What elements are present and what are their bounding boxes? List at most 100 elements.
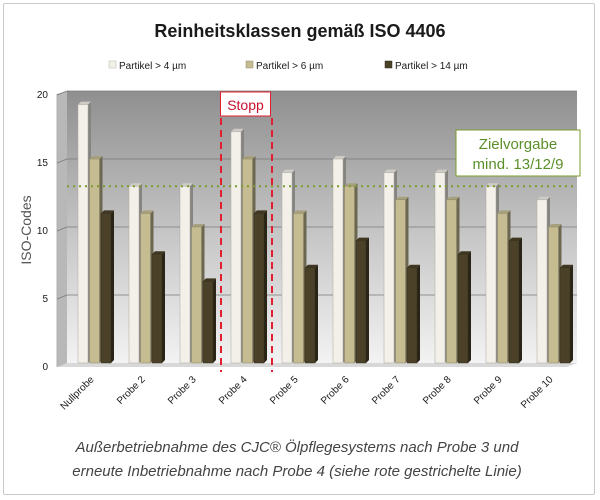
bar-side bbox=[264, 210, 267, 363]
stop-label-box bbox=[220, 91, 271, 117]
bar bbox=[406, 267, 418, 364]
category-label: Nullprobe bbox=[59, 374, 97, 412]
bar bbox=[508, 240, 520, 364]
bar-top bbox=[537, 196, 550, 200]
category-label: Probe 5 bbox=[268, 374, 301, 407]
caption-line-1: Außerbetriebnahme des CJC® Ölpflegesyste… bbox=[75, 438, 520, 456]
bar-top bbox=[231, 128, 244, 132]
annotations: Stopp Zielvorgabe mind. 13/12/9 bbox=[67, 91, 581, 372]
y-tick-label: 5 bbox=[42, 294, 48, 305]
caption-line-2: erneute Inbetriebnahme nach Probe 4 (sie… bbox=[72, 463, 521, 480]
legend-label: Partikel > 4 µm bbox=[119, 61, 186, 72]
category-labels: Nullprobe Probe 2 Probe 3 Probe 4 Probe 5 Pro… bbox=[59, 374, 556, 412]
bar-top bbox=[282, 169, 295, 173]
bar bbox=[281, 172, 293, 364]
target-label-line-2: mind. 13/12/9 bbox=[473, 156, 564, 173]
bar bbox=[434, 172, 446, 364]
bar-top bbox=[486, 183, 499, 187]
bar-top bbox=[242, 156, 256, 159]
target-label-line-1: Zielvorgabe bbox=[479, 136, 557, 153]
bar bbox=[89, 158, 100, 364]
bar bbox=[446, 199, 457, 364]
bar-top bbox=[497, 210, 511, 214]
bar bbox=[128, 185, 140, 364]
bar-top bbox=[435, 169, 448, 173]
bar bbox=[559, 267, 571, 364]
legend-swatch bbox=[108, 60, 117, 69]
bar-top bbox=[560, 264, 573, 268]
bar bbox=[179, 185, 191, 364]
legend-label: Partikel > 6 µm bbox=[256, 61, 323, 72]
bar-side bbox=[213, 278, 216, 363]
bar bbox=[355, 240, 367, 364]
bar bbox=[191, 226, 202, 364]
bar-side bbox=[366, 237, 369, 363]
bar bbox=[230, 131, 242, 364]
bar-side bbox=[162, 251, 165, 363]
bar bbox=[497, 213, 508, 364]
bar-top bbox=[344, 183, 358, 187]
category-label: Probe 7 bbox=[370, 374, 403, 407]
bar-side bbox=[570, 264, 573, 363]
category-label: Probe 8 bbox=[421, 374, 454, 407]
bar-top bbox=[129, 183, 142, 187]
bar bbox=[293, 213, 304, 364]
bar-side bbox=[111, 210, 114, 363]
bar-top bbox=[395, 196, 409, 200]
bar bbox=[100, 213, 112, 364]
bar bbox=[77, 104, 89, 364]
bar bbox=[202, 281, 214, 364]
bar-top bbox=[446, 196, 460, 200]
bar-top bbox=[305, 264, 318, 268]
y-tick-label: 15 bbox=[37, 158, 49, 169]
bar bbox=[457, 253, 469, 364]
bar bbox=[383, 172, 395, 364]
bar bbox=[395, 199, 406, 364]
category-label: Probe 4 bbox=[217, 374, 250, 407]
gridline-side bbox=[56, 90, 68, 96]
bar-top bbox=[458, 251, 471, 255]
legend: Partikel > 4 µm Partikel > 6 µm Partikel >… bbox=[108, 60, 468, 72]
bar-top bbox=[333, 156, 346, 159]
y-tick-label: 0 bbox=[42, 362, 48, 373]
plot-floor bbox=[57, 363, 577, 367]
bar-top bbox=[180, 183, 193, 187]
category-label: Probe 2 bbox=[115, 374, 148, 407]
bar bbox=[332, 158, 344, 364]
y-axis-label: ISO-Codes bbox=[18, 195, 34, 264]
bar bbox=[344, 185, 355, 364]
bar-top bbox=[254, 210, 267, 214]
bar bbox=[548, 226, 559, 364]
bar bbox=[140, 213, 151, 364]
category-label: Probe 6 bbox=[319, 374, 352, 407]
chart-title: Reinheitsklassen gemäß ISO 4406 bbox=[154, 21, 445, 41]
bar-top bbox=[548, 224, 562, 227]
y-tick-label: 10 bbox=[37, 226, 49, 237]
category-label: Probe 10 bbox=[519, 374, 556, 411]
bar-top bbox=[356, 237, 369, 241]
bar bbox=[304, 267, 316, 364]
bar-top bbox=[78, 101, 91, 105]
bar-top bbox=[152, 251, 165, 255]
bar-top bbox=[101, 210, 114, 214]
bar-side bbox=[417, 264, 420, 363]
bar-side bbox=[468, 251, 471, 363]
bar-top bbox=[384, 169, 397, 173]
bar-top bbox=[89, 156, 103, 159]
bars bbox=[77, 101, 573, 364]
gridline-side bbox=[56, 294, 68, 300]
gridline-side bbox=[56, 158, 68, 164]
bar bbox=[253, 213, 265, 364]
bar-top bbox=[293, 210, 307, 214]
target-label-box bbox=[455, 129, 581, 177]
legend-swatch bbox=[384, 60, 393, 69]
category-label: Probe 3 bbox=[166, 374, 199, 407]
bar bbox=[242, 158, 253, 364]
bar bbox=[485, 185, 497, 364]
bar-top bbox=[191, 224, 205, 227]
stop-label: Stopp bbox=[227, 97, 264, 113]
bar-top bbox=[140, 210, 154, 214]
bar bbox=[536, 199, 548, 364]
legend-swatch bbox=[245, 60, 254, 69]
